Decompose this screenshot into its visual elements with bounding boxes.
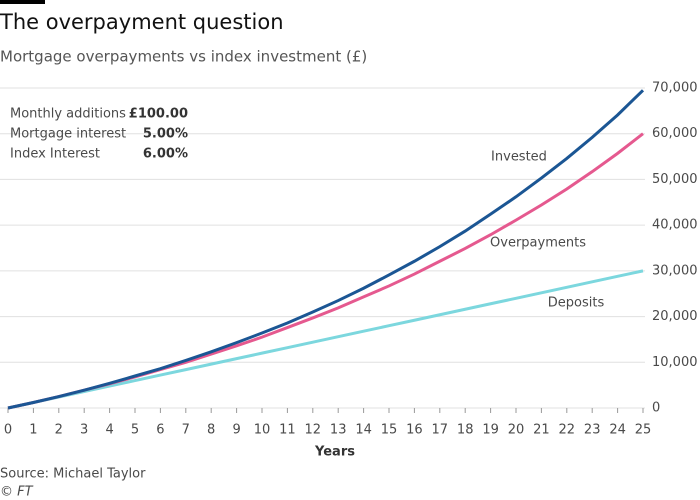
x-tick-label: 22 xyxy=(559,423,576,438)
x-axis-label: Years xyxy=(314,445,355,460)
x-tick-label: 17 xyxy=(432,423,449,438)
series-label: Deposits xyxy=(548,296,605,311)
x-tick-label: 10 xyxy=(254,423,271,438)
chart-title: The overpayment question xyxy=(0,10,284,34)
chart-subtitle: Mortgage overpayments vs index investmen… xyxy=(0,48,367,66)
x-tick-label: 16 xyxy=(406,423,423,438)
x-tick-label: 1 xyxy=(29,423,37,438)
x-tick-label: 15 xyxy=(381,423,398,438)
x-tick-label: 19 xyxy=(482,423,499,438)
info-label: Mortgage interest xyxy=(10,127,126,142)
info-label: Monthly additions xyxy=(10,107,126,122)
x-tick-label: 23 xyxy=(584,423,601,438)
x-tick-label: 25 xyxy=(635,423,652,438)
x-tick-label: 13 xyxy=(330,423,347,438)
y-tick-label: 60,000 xyxy=(652,126,698,141)
series-line xyxy=(7,89,645,410)
x-tick-label: 4 xyxy=(105,423,113,438)
x-tick-label: 20 xyxy=(508,423,525,438)
y-tick-label: 50,000 xyxy=(652,172,698,187)
x-tick-label: 7 xyxy=(182,423,190,438)
y-tick-label: 10,000 xyxy=(652,355,698,370)
y-tick-label: 30,000 xyxy=(652,263,698,278)
x-tick-label: 9 xyxy=(232,423,240,438)
x-tick-label: 18 xyxy=(457,423,474,438)
y-tick-label: 70,000 xyxy=(652,81,698,96)
x-tick-label: 0 xyxy=(4,423,12,438)
x-tick-label: 8 xyxy=(207,423,215,438)
copyright: © FT xyxy=(0,485,34,500)
info-value: 6.00% xyxy=(143,147,188,162)
series-line xyxy=(7,269,644,410)
y-tick-label: 0 xyxy=(652,401,660,416)
series-label: Overpayments xyxy=(490,236,586,251)
y-tick-label: 40,000 xyxy=(652,218,698,233)
x-tick-label: 11 xyxy=(279,423,296,438)
y-tick-label: 20,000 xyxy=(652,309,698,324)
x-tick-label: 3 xyxy=(80,423,88,438)
series-label: Invested xyxy=(491,150,547,165)
x-tick-label: 14 xyxy=(355,423,372,438)
info-value: £100.00 xyxy=(129,107,188,122)
x-tick-label: 6 xyxy=(156,423,164,438)
source: Source: Michael Taylor xyxy=(0,467,146,482)
x-tick-label: 24 xyxy=(609,423,626,438)
x-tick-label: 2 xyxy=(55,423,63,438)
x-tick-label: 5 xyxy=(131,423,139,438)
x-tick-label: 12 xyxy=(305,423,322,438)
info-value: 5.00% xyxy=(143,127,188,142)
title-bar xyxy=(0,0,45,4)
x-tick-label: 21 xyxy=(533,423,550,438)
info-label: Index Interest xyxy=(10,147,100,162)
